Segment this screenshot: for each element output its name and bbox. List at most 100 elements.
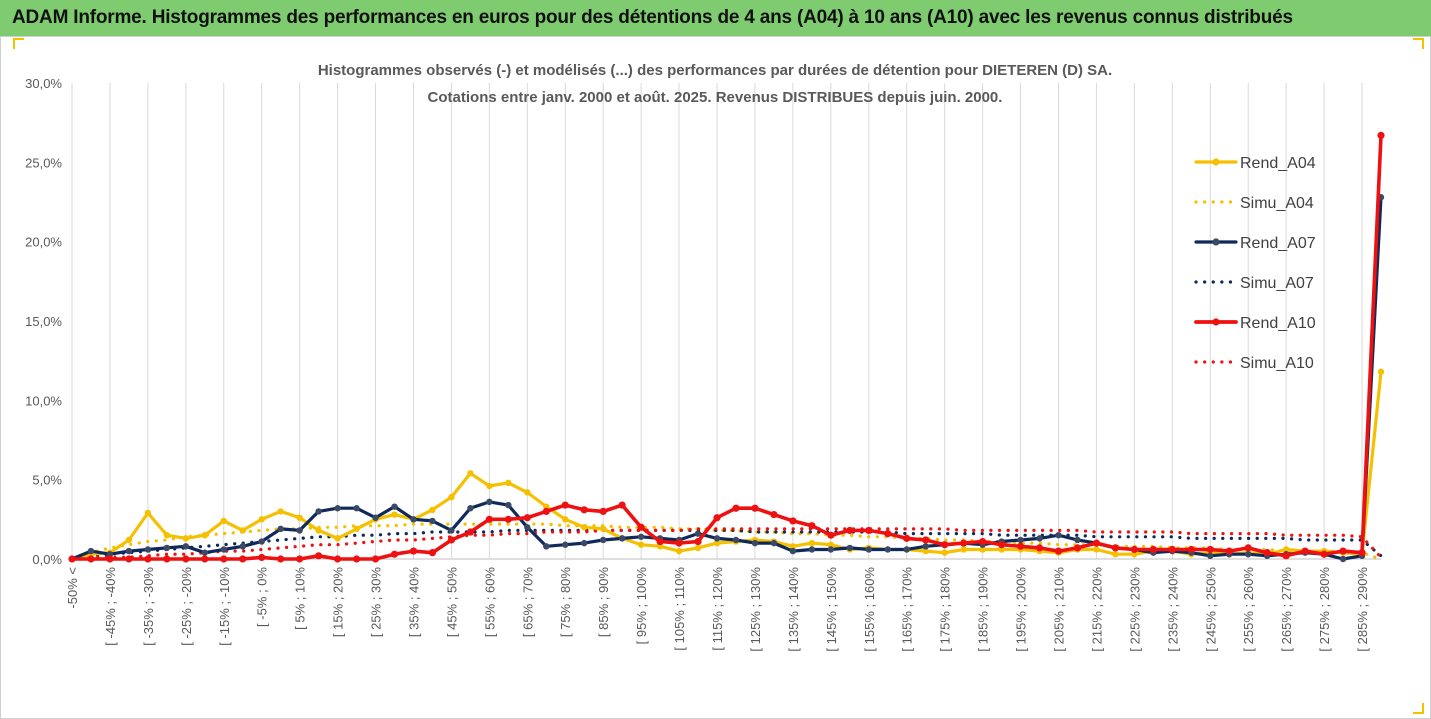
data-point <box>941 541 949 549</box>
data-point <box>125 547 133 555</box>
data-point <box>542 507 550 515</box>
data-point <box>1074 536 1081 544</box>
data-point <box>467 470 474 477</box>
data-point <box>1187 545 1195 554</box>
legend-label: Simu_A07 <box>1240 275 1314 292</box>
data-point <box>504 515 512 523</box>
data-point <box>1149 545 1157 554</box>
data-point <box>581 539 588 547</box>
series-line-rend-a10 <box>70 133 1383 561</box>
data-point <box>789 547 797 555</box>
data-point <box>68 555 76 563</box>
data-point <box>713 539 721 547</box>
data-point <box>353 525 360 533</box>
data-point <box>599 507 607 515</box>
legend-marker <box>1212 158 1220 166</box>
data-point <box>447 536 456 544</box>
data-point <box>448 527 455 534</box>
legend-label: Simu_A10 <box>1240 355 1314 372</box>
report-title: ADAM Informe. Histogrammes des performan… <box>12 7 1293 28</box>
data-point <box>1130 545 1138 554</box>
x-tick-label: [ 195% ; 200% <box>1014 567 1029 652</box>
x-tick-label: [ 25% ; 30% <box>369 567 384 638</box>
data-point <box>1377 368 1385 375</box>
data-point <box>751 504 759 512</box>
corner-mark-icon <box>13 38 24 49</box>
x-tick-label: [ 275% ; 280% <box>1317 567 1332 652</box>
legend-item-rend-a10: Rend_A10 <box>1194 315 1316 332</box>
series-line-rend-a07 <box>70 195 1383 561</box>
data-point <box>125 536 133 544</box>
data-point <box>599 536 607 544</box>
data-point <box>846 526 854 535</box>
x-tick-label: [ 125% ; 130% <box>748 567 763 652</box>
data-point <box>1111 544 1120 552</box>
data-point <box>1207 552 1214 560</box>
data-point <box>1339 555 1347 563</box>
chart-subtitle: Cotations entre janv. 2000 et août. 2025… <box>428 89 1003 106</box>
data-point <box>865 546 872 553</box>
data-point <box>675 539 683 547</box>
x-tick-label: [ -15% ; -10% <box>217 567 232 646</box>
legend: Rend_A04 Simu_A04 Rend_A07 Simu_A07 Rend_A10… <box>1194 155 1316 372</box>
data-point <box>846 544 854 552</box>
data-point <box>884 546 891 553</box>
y-tick-label: 0,0% <box>32 552 62 567</box>
y-tick-label: 15,0% <box>25 314 62 329</box>
data-point <box>922 543 929 550</box>
legend-item-rend-a07: Rend_A07 <box>1194 235 1316 252</box>
data-point <box>732 504 740 512</box>
data-point <box>220 546 227 553</box>
x-tick-label: [ 175% ; 180% <box>938 567 953 652</box>
y-tick-label: 10,0% <box>25 393 62 408</box>
legend-item-rend-a04: Rend_A04 <box>1194 155 1316 172</box>
data-point <box>789 543 797 550</box>
data-point <box>239 543 246 550</box>
legend-label: Rend_A04 <box>1240 155 1316 172</box>
report-banner: ADAM Informe. Histogrammes des performan… <box>0 0 1431 37</box>
data-point <box>922 547 929 555</box>
data-point <box>941 549 948 556</box>
data-point <box>201 555 209 563</box>
x-tick-label: [ -25% ; -20% <box>179 567 194 646</box>
data-point <box>277 555 285 563</box>
data-point <box>1358 549 1366 557</box>
data-point <box>1301 547 1309 555</box>
x-tick-label: [ 95% ; 100% <box>634 567 649 645</box>
data-point <box>466 528 474 536</box>
data-point <box>258 538 265 545</box>
data-point <box>390 550 399 558</box>
y-tick-label: 5,0% <box>32 473 62 488</box>
data-point <box>163 532 171 539</box>
data-point <box>1054 547 1063 555</box>
data-point <box>751 539 759 547</box>
data-point <box>410 516 417 523</box>
data-point <box>884 530 892 538</box>
data-point <box>808 539 816 547</box>
data-point <box>1168 545 1176 554</box>
data-point <box>505 501 512 509</box>
data-point <box>144 555 152 563</box>
data-point <box>789 517 797 525</box>
x-tick-label: [ 245% ; 250% <box>1203 567 1218 652</box>
data-point <box>296 527 303 534</box>
y-tick-label: 30,0% <box>25 76 62 91</box>
x-tick-label: [ -35% ; -30% <box>141 567 156 646</box>
data-point <box>277 508 284 515</box>
data-point <box>391 511 398 518</box>
data-point <box>770 539 778 547</box>
data-point <box>486 498 493 506</box>
x-tick-label: [ 65% ; 70% <box>520 567 535 638</box>
data-point <box>1263 549 1271 557</box>
data-point <box>125 555 133 563</box>
data-point <box>1092 539 1101 547</box>
x-tick-label: [ 165% ; 170% <box>900 567 915 652</box>
data-point <box>87 547 95 555</box>
data-point <box>486 482 493 490</box>
data-point <box>220 555 228 563</box>
data-point <box>524 489 531 496</box>
data-point <box>144 546 152 553</box>
data-point <box>334 505 341 512</box>
data-point <box>1036 535 1043 542</box>
